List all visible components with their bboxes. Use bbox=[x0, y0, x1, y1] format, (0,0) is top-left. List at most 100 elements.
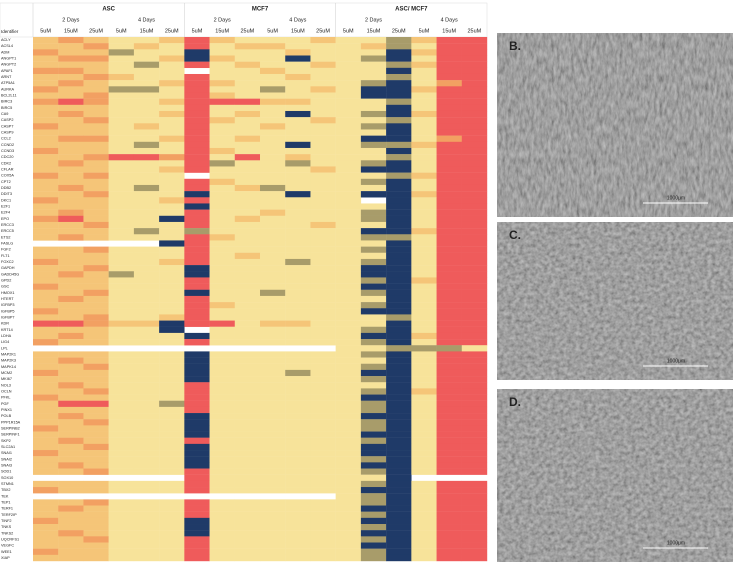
heatmap-cell bbox=[159, 462, 185, 469]
heatmap-cell bbox=[360, 456, 387, 463]
heatmap-cell bbox=[310, 462, 336, 469]
heatmap-cell bbox=[411, 450, 437, 457]
heatmap-cell bbox=[461, 499, 488, 506]
heatmap-cell bbox=[386, 505, 412, 512]
heatmap-cell bbox=[234, 123, 261, 130]
heatmap-cell bbox=[360, 462, 387, 469]
heatmap-cell bbox=[133, 55, 160, 62]
heatmap-cell bbox=[108, 431, 135, 438]
heatmap-cell bbox=[386, 314, 412, 321]
heatmap-cell bbox=[184, 55, 210, 62]
heatmap-cell bbox=[159, 154, 185, 161]
heatmap-cell bbox=[58, 499, 84, 506]
heatmap-cell bbox=[58, 184, 84, 192]
heatmap-cell bbox=[184, 406, 210, 414]
heatmap-cell bbox=[360, 295, 387, 303]
heatmap-cell bbox=[411, 462, 437, 469]
heatmap-cell bbox=[133, 86, 160, 93]
heatmap-cell bbox=[184, 462, 210, 469]
heatmap-cell bbox=[58, 160, 84, 167]
heatmap-cell bbox=[133, 468, 160, 475]
heatmap-cell bbox=[310, 511, 336, 519]
heatmap-cell bbox=[33, 129, 59, 136]
heatmap-cell bbox=[360, 351, 387, 358]
heatmap-cell bbox=[436, 141, 462, 149]
heatmap-cell bbox=[108, 271, 135, 278]
heatmap-cell bbox=[285, 117, 311, 124]
heatmap-cell bbox=[58, 524, 84, 531]
heatmap-cell bbox=[209, 209, 235, 216]
heatmap-cell bbox=[335, 104, 362, 112]
heatmap-cell bbox=[360, 499, 387, 506]
heatmap-cell bbox=[360, 406, 387, 414]
heatmap-cell bbox=[58, 73, 84, 81]
heatmap-cell bbox=[310, 166, 336, 173]
heatmap-cell bbox=[58, 37, 84, 44]
heatmap-cell bbox=[411, 98, 437, 106]
heatmap-cell bbox=[83, 487, 109, 494]
heatmap-cell bbox=[58, 289, 84, 297]
heatmap-cell bbox=[411, 406, 437, 414]
heatmap-cell bbox=[335, 295, 362, 303]
heatmap-cell bbox=[285, 480, 311, 488]
heatmap-cell bbox=[133, 166, 160, 173]
heatmap-cell bbox=[58, 117, 84, 124]
heatmap-cell bbox=[33, 351, 59, 358]
heatmap-cell bbox=[411, 197, 437, 204]
heatmap-cell bbox=[184, 511, 210, 519]
heatmap-cell bbox=[108, 382, 135, 389]
heatmap-cell bbox=[133, 80, 160, 87]
heatmap-cell bbox=[209, 117, 235, 124]
heatmap-cell bbox=[335, 129, 362, 136]
heatmap-cell bbox=[386, 443, 412, 451]
heatmap-cell bbox=[360, 178, 387, 186]
heatmap-cell bbox=[285, 517, 311, 525]
heatmap-cell bbox=[310, 302, 336, 309]
heatmap-cell bbox=[310, 67, 336, 75]
heatmap-cell bbox=[184, 450, 210, 457]
heatmap-cell bbox=[360, 129, 387, 136]
heatmap-cell bbox=[184, 61, 210, 69]
gene-label: FLT1 bbox=[1, 254, 10, 258]
heatmap-cell bbox=[159, 234, 185, 241]
dose-label: 25uM bbox=[165, 28, 179, 34]
heatmap-cell bbox=[461, 234, 488, 241]
heatmap-cell bbox=[159, 172, 185, 179]
heatmap-cell bbox=[461, 530, 488, 537]
heatmap-cell bbox=[285, 339, 311, 346]
heatmap-cell bbox=[108, 154, 135, 161]
heatmap-cell bbox=[360, 511, 387, 519]
heatmap-cell bbox=[260, 388, 286, 395]
heatmap-cell bbox=[411, 314, 437, 321]
heatmap-cell bbox=[335, 166, 362, 173]
heatmap-cell bbox=[108, 462, 135, 469]
heatmap-cell bbox=[436, 49, 462, 56]
heatmap-cell bbox=[386, 345, 412, 352]
heatmap-cell bbox=[335, 462, 362, 469]
heatmap-cell bbox=[33, 117, 59, 124]
heatmap-cell bbox=[386, 536, 412, 543]
heatmap-cell bbox=[133, 191, 160, 198]
heatmap-cell bbox=[83, 332, 109, 340]
heatmap-cell bbox=[108, 252, 135, 260]
heatmap-cell bbox=[83, 283, 109, 290]
heatmap-cell bbox=[58, 67, 84, 75]
heatmap-cell bbox=[133, 147, 160, 155]
heatmap-cell bbox=[83, 462, 109, 469]
heatmap-cell bbox=[133, 172, 160, 179]
heatmap-cell bbox=[310, 326, 336, 334]
heatmap-cell bbox=[436, 357, 462, 364]
heatmap-cell bbox=[58, 191, 84, 198]
gene-label: EPO bbox=[1, 217, 9, 221]
heatmap-cell bbox=[386, 295, 412, 303]
heatmap-cell bbox=[436, 450, 462, 457]
heatmap-cell bbox=[184, 73, 210, 81]
heatmap-cell bbox=[209, 160, 235, 167]
heatmap-cell bbox=[310, 104, 336, 112]
heatmap-cell bbox=[133, 542, 160, 549]
heatmap-cell bbox=[335, 536, 362, 543]
heatmap-cell bbox=[184, 160, 210, 167]
heatmap-cell bbox=[360, 413, 387, 420]
heatmap-cell bbox=[159, 542, 185, 549]
heatmap-cell bbox=[209, 474, 235, 482]
